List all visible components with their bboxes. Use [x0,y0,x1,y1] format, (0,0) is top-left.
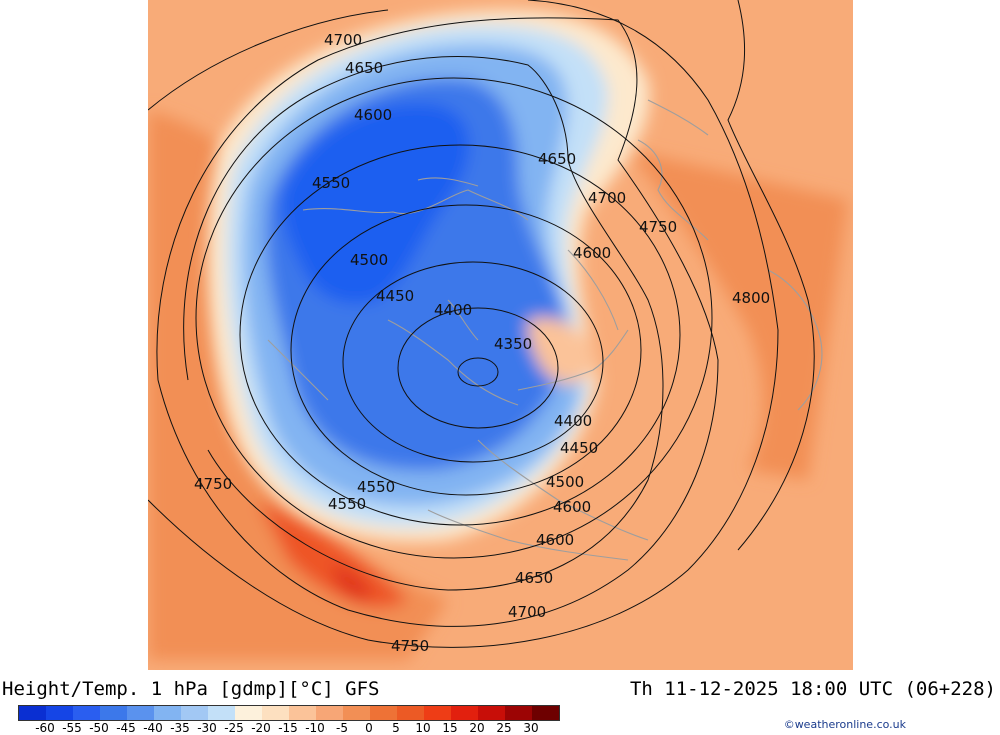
colorbar-tick: 15 [442,721,458,735]
warm-temperature-area [527,317,598,384]
coastlines [267,99,823,561]
colorbar-swatch [208,706,235,720]
map-title: Height/Temp. 1 hPa [gdmp][°C] GFS [2,678,380,700]
contour-label: 4600 [536,531,574,549]
colorbar-swatch [127,706,154,720]
colorbar-tick: 10 [415,721,431,735]
colorbar-swatch [478,706,505,720]
colorbar-tick: -50 [89,721,109,735]
hot-temperature-area [258,500,408,608]
weather-map: 4700 4650 4600 4650 4550 4700 4750 4600 4500 4800… [148,0,853,670]
contour-label: 4400 [554,412,592,430]
colorbar-swatch [397,706,424,720]
contour-label: 4650 [345,59,383,77]
colorbar-swatch [46,706,73,720]
contour-label: 4350 [494,335,532,353]
colorbar-swatch [343,706,370,720]
colorbar-swatch [73,706,100,720]
colorbar-tick: 30 [523,721,539,735]
colorbar-tick: 0 [365,721,373,735]
contour-label: 4700 [324,31,362,49]
contour-label: 4500 [350,251,388,269]
contour-label: 4450 [376,287,414,305]
colorbar-tick: 20 [469,721,485,735]
colorbar-tick: -10 [305,721,325,735]
contour-label: 4650 [538,150,576,168]
contour-label: 4800 [732,289,770,307]
contour-label: 4450 [560,439,598,457]
colorbar-tick: -35 [170,721,190,735]
colorbar-tick: 5 [392,721,400,735]
contour-label: 4700 [588,189,626,207]
colorbar-swatch [100,706,127,720]
contour-label: 4600 [354,106,392,124]
warm-temperature-area [148,110,448,660]
colorbar-tick: -25 [224,721,244,735]
map-canvas: 4700 4650 4600 4650 4550 4700 4750 4600 4500 4800… [148,0,853,670]
colorbar-swatch [370,706,397,720]
height-contours [148,0,815,648]
colorbar-swatch [532,706,559,720]
colorbar-swatch [451,706,478,720]
colorbar-tick-labels: -60 -55 -50 -45 -40 -35 -30 -25 -20 -15 -10 -5 0 5 10 1… [18,721,578,735]
colorbar-tick: -40 [143,721,163,735]
colorbar-swatch [505,706,532,720]
contour-label: 4550 [357,478,395,496]
colorbar-tick: -45 [116,721,136,735]
colorbar-swatch [289,706,316,720]
extreme-cold-temperature-area [281,103,470,304]
colorbar-swatch [19,706,46,720]
contour-label: 4650 [515,569,553,587]
colorbar-tick: -55 [62,721,82,735]
colorbar-tick: -30 [197,721,217,735]
colorbar-tick: -60 [35,721,55,735]
colorbar-swatch [181,706,208,720]
contour-label: 4750 [639,218,677,236]
contour-label: 4500 [546,473,584,491]
contour-label: 4750 [194,475,232,493]
contour-label: 4750 [391,637,429,655]
contour-label: 4550 [312,174,350,192]
colorbar-swatch [424,706,451,720]
contour-label: 4400 [434,301,472,319]
colorbar-swatch [154,706,181,720]
colorbar-swatch [262,706,289,720]
colorbar-swatch [235,706,262,720]
forecast-timestamp: Th 11-12-2025 18:00 UTC (06+228) [629,678,996,700]
contour-label: 4700 [508,603,546,621]
colorbar-tick: -20 [251,721,271,735]
warm-temperature-area [628,150,848,480]
contour-label: 4600 [553,498,591,516]
colorbar-tick: -5 [336,721,348,735]
colorbar-tick: -15 [278,721,298,735]
colorbar-tick: 25 [496,721,512,735]
temperature-colorbar [18,705,560,721]
colorbar-swatch [316,706,343,720]
hot-temperature-area [333,565,371,601]
source-credit-link[interactable]: ©weatheronline.co.uk [783,718,906,731]
contour-label: 4550 [328,495,366,513]
contour-label: 4600 [573,244,611,262]
